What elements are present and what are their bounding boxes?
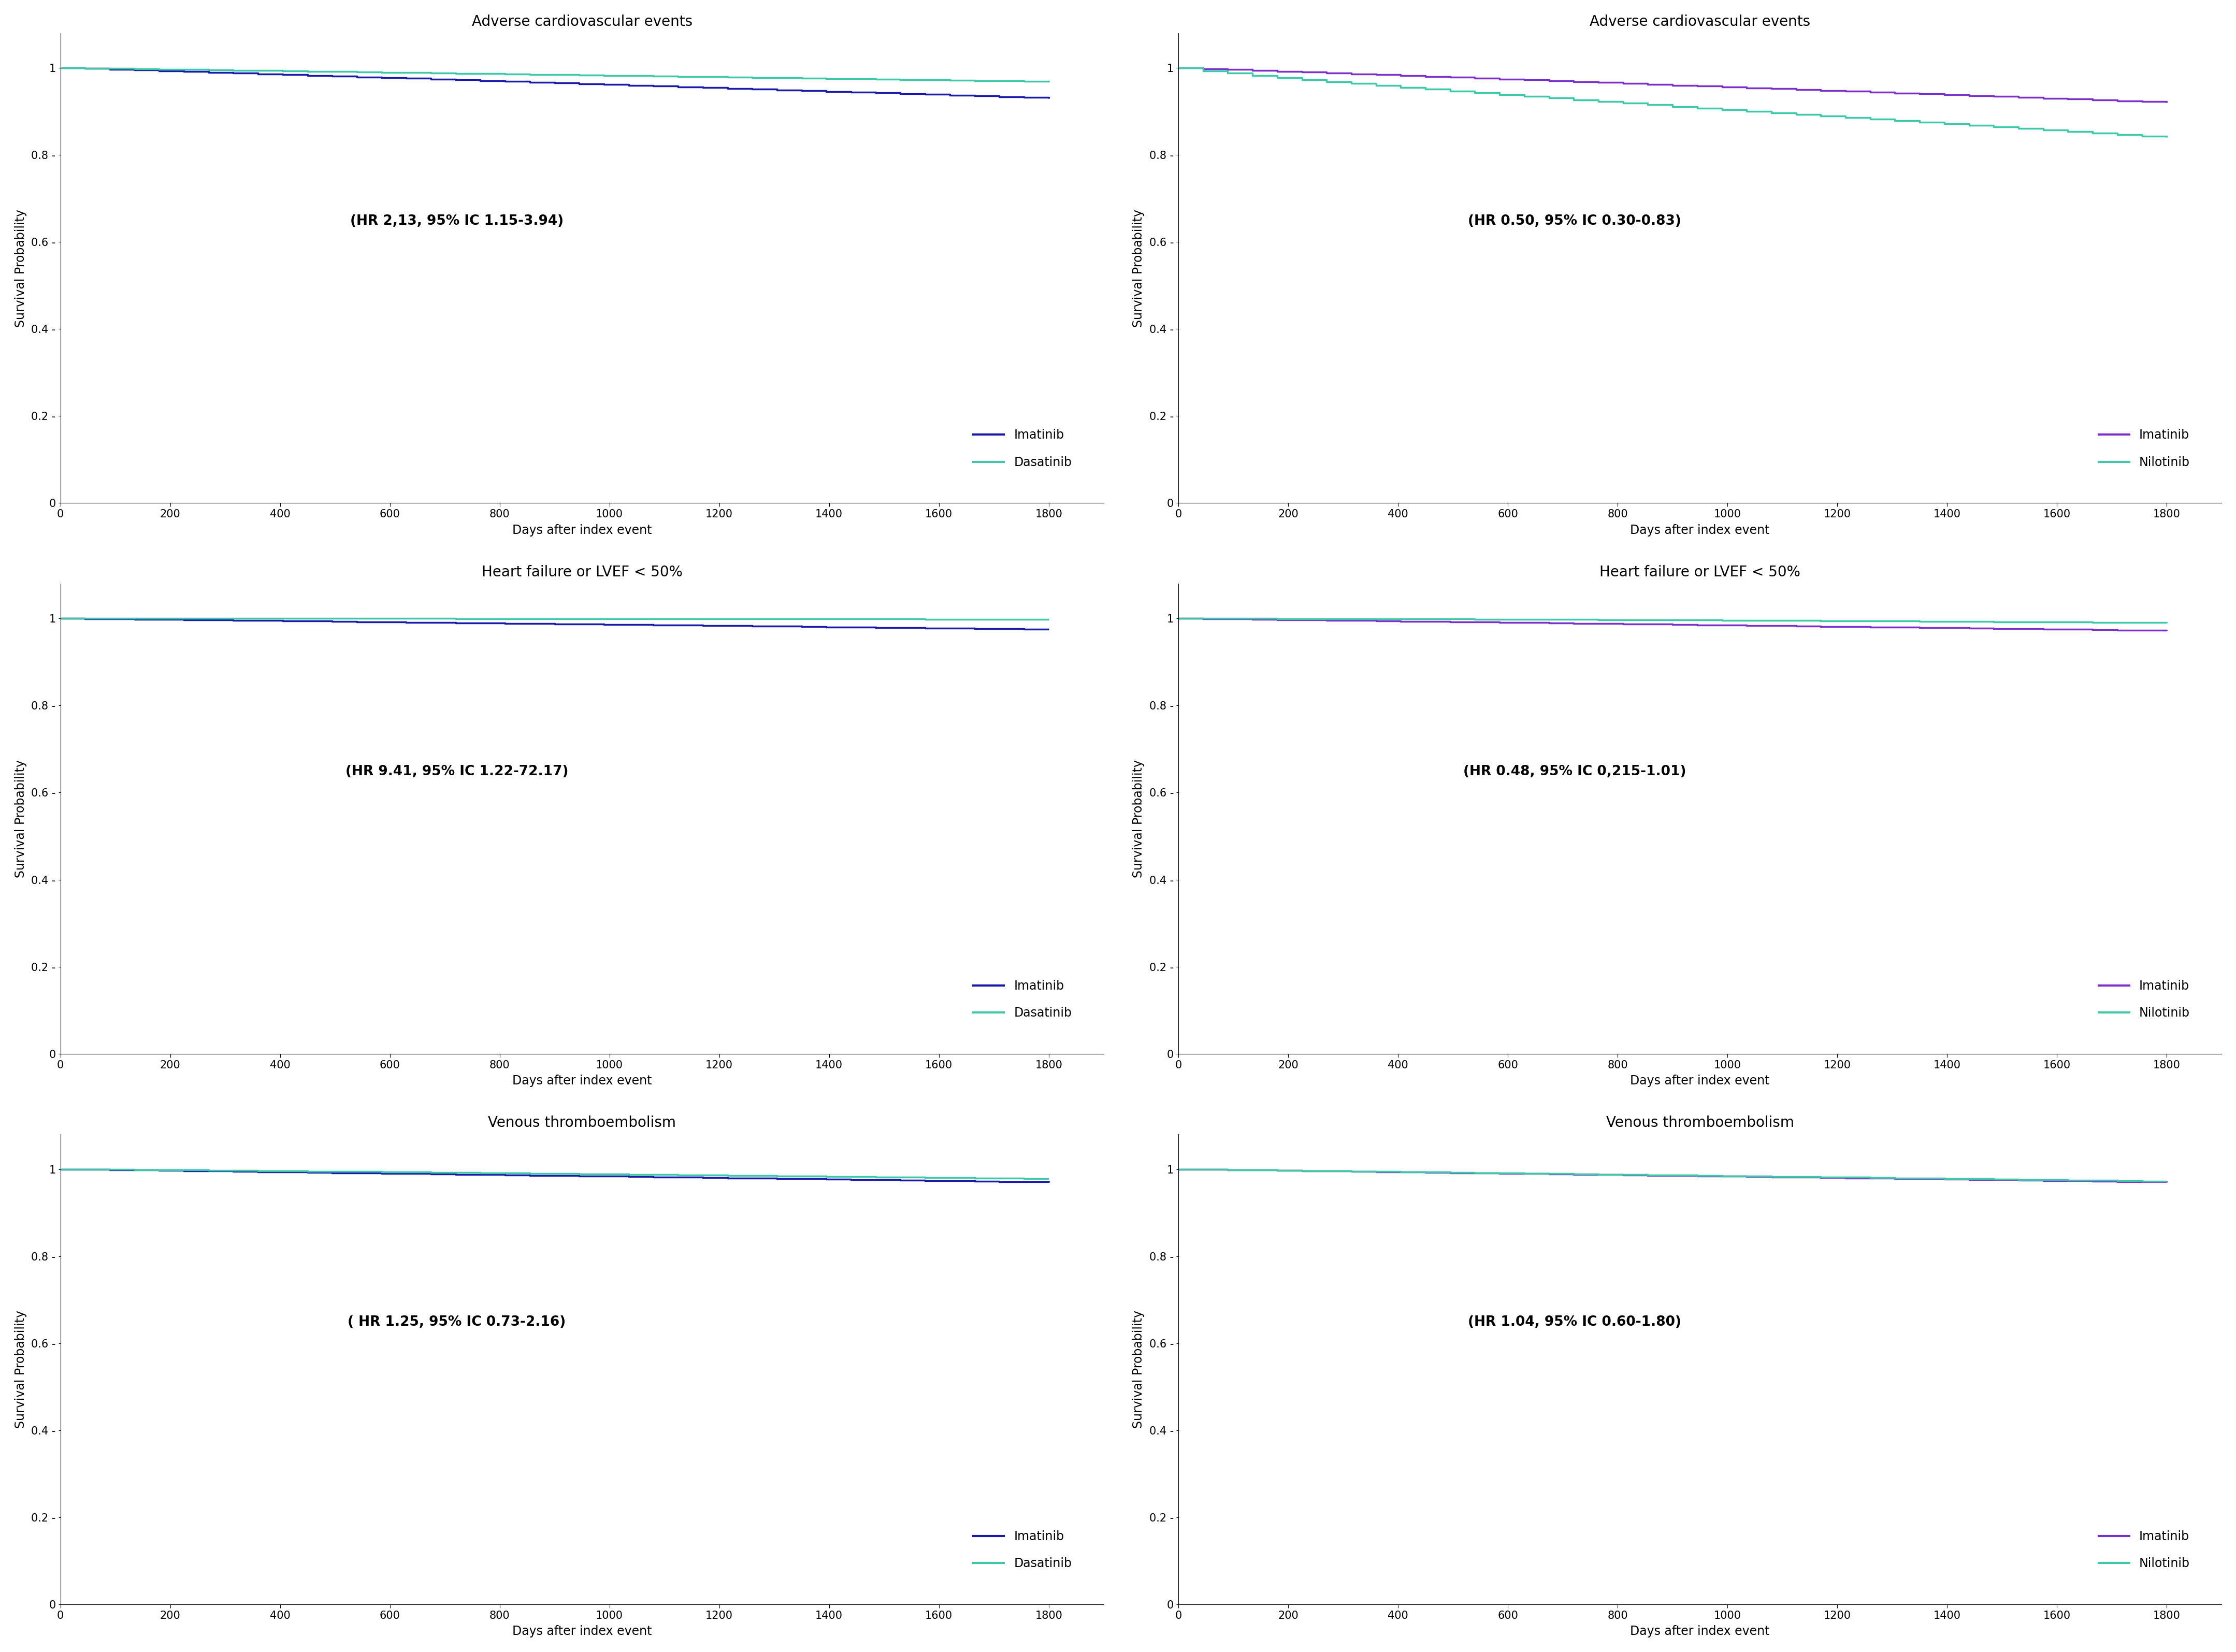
X-axis label: Days after index event: Days after index event — [512, 1074, 651, 1087]
Text: (HR 0.50, 95% IC 0.30-0.83): (HR 0.50, 95% IC 0.30-0.83) — [1469, 215, 1681, 228]
Legend: Imatinib, Nilotinib: Imatinib, Nilotinib — [2093, 975, 2194, 1024]
Legend: Imatinib, Nilotinib: Imatinib, Nilotinib — [2093, 425, 2194, 474]
Legend: Imatinib, Dasatinib: Imatinib, Dasatinib — [968, 425, 1076, 474]
Title: Venous thromboembolism: Venous thromboembolism — [487, 1115, 675, 1130]
Text: (HR 2,13, 95% IC 1.15-3.94): (HR 2,13, 95% IC 1.15-3.94) — [351, 215, 563, 228]
X-axis label: Days after index event: Days after index event — [1630, 1626, 1769, 1637]
X-axis label: Days after index event: Days after index event — [1630, 1074, 1769, 1087]
Title: Venous thromboembolism: Venous thromboembolism — [1605, 1115, 1793, 1130]
Title: Adverse cardiovascular events: Adverse cardiovascular events — [1590, 15, 1811, 28]
Text: ( HR 1.25, 95% IC 0.73-2.16): ( HR 1.25, 95% IC 0.73-2.16) — [347, 1315, 566, 1330]
Y-axis label: Survival Probability: Survival Probability — [1131, 1310, 1145, 1429]
Legend: Imatinib, Nilotinib: Imatinib, Nilotinib — [2093, 1525, 2194, 1574]
Y-axis label: Survival Probability: Survival Probability — [13, 1310, 27, 1429]
Title: Heart failure or LVEF < 50%: Heart failure or LVEF < 50% — [1599, 565, 1800, 580]
Legend: Imatinib, Dasatinib: Imatinib, Dasatinib — [968, 975, 1076, 1024]
Text: (HR 1.04, 95% IC 0.60-1.80): (HR 1.04, 95% IC 0.60-1.80) — [1469, 1315, 1681, 1330]
Y-axis label: Survival Probability: Survival Probability — [13, 210, 27, 327]
X-axis label: Days after index event: Days after index event — [512, 1626, 651, 1637]
X-axis label: Days after index event: Days after index event — [512, 524, 651, 537]
Title: Adverse cardiovascular events: Adverse cardiovascular events — [472, 15, 693, 28]
Title: Heart failure or LVEF < 50%: Heart failure or LVEF < 50% — [481, 565, 682, 580]
Legend: Imatinib, Dasatinib: Imatinib, Dasatinib — [968, 1525, 1076, 1574]
Text: (HR 9.41, 95% IC 1.22-72.17): (HR 9.41, 95% IC 1.22-72.17) — [344, 765, 568, 778]
Y-axis label: Survival Probability: Survival Probability — [1131, 760, 1145, 877]
Y-axis label: Survival Probability: Survival Probability — [13, 760, 27, 877]
Y-axis label: Survival Probability: Survival Probability — [1131, 210, 1145, 327]
X-axis label: Days after index event: Days after index event — [1630, 524, 1769, 537]
Text: (HR 0.48, 95% IC 0,215-1.01): (HR 0.48, 95% IC 0,215-1.01) — [1462, 765, 1686, 778]
